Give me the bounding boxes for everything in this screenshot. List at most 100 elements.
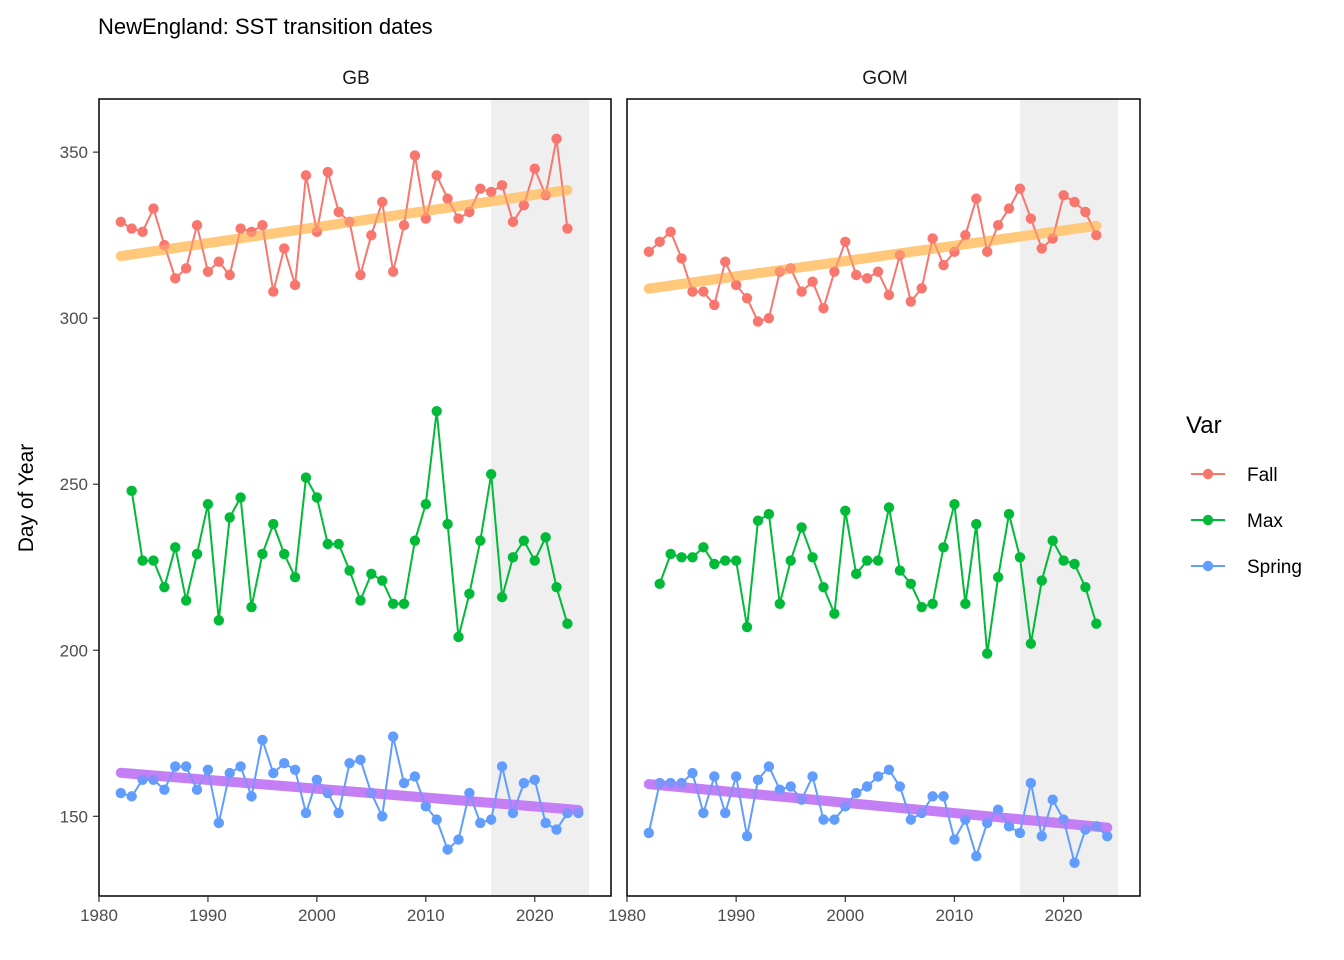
data-point-max-gom <box>938 542 949 553</box>
legend-entries: Fall Max Spring <box>1191 465 1302 578</box>
data-point-spring-gb <box>573 807 584 819</box>
data-point-fall-gb <box>485 186 497 198</box>
data-point-fall-gb <box>278 243 290 254</box>
data-point-fall-gom <box>840 236 851 247</box>
data-point-max-gb <box>224 512 235 523</box>
data-point-max-gb <box>126 485 137 497</box>
data-point-fall-gb <box>507 216 519 228</box>
data-point-spring-gom <box>796 794 807 805</box>
data-point-spring-gom <box>872 771 884 782</box>
data-point-spring-gb <box>529 774 540 785</box>
data-point-spring-gb <box>137 774 148 785</box>
data-point-fall-gb <box>300 170 312 181</box>
data-point-max-gb <box>453 631 464 643</box>
data-point-spring-gom <box>938 791 949 802</box>
data-point-fall-gom <box>927 233 938 244</box>
data-point-max-gom <box>1036 575 1047 586</box>
data-point-fall-gb <box>464 206 475 218</box>
data-point-fall-gom <box>709 299 720 311</box>
data-point-max-gb <box>170 542 181 553</box>
data-point-fall-gb <box>235 223 246 234</box>
data-point-spring-gb <box>431 814 442 825</box>
data-point-max-gom <box>872 555 884 566</box>
data-point-fall-gom <box>730 279 742 291</box>
data-point-spring-gom <box>1047 794 1058 805</box>
data-point-spring-gom <box>676 777 687 789</box>
data-point-spring-gb <box>355 754 366 766</box>
y-tick-label: 150 <box>60 807 88 826</box>
data-point-max-gb <box>235 492 246 503</box>
data-point-spring-gom <box>981 817 993 829</box>
series-line-fall-gom <box>648 186 1098 323</box>
data-point-spring-gom <box>698 807 709 819</box>
data-point-spring-gb <box>409 771 421 782</box>
data-point-max-gb <box>257 548 268 560</box>
y-tick-label: 350 <box>60 143 88 162</box>
data-point-max-gom <box>654 578 665 590</box>
panel-border-gom <box>626 98 1141 897</box>
trend-overlay-spring-gb <box>115 767 584 815</box>
data-point-fall-gom <box>1047 233 1058 244</box>
x-tick-label: 2020 <box>1045 906 1083 925</box>
data-point-spring-gom <box>949 834 960 845</box>
data-point-spring-gb <box>344 757 355 769</box>
data-point-fall-gom <box>763 312 775 324</box>
data-point-max-gom <box>763 508 775 520</box>
data-point-max-gb <box>268 518 279 530</box>
data-point-max-gom <box>730 555 742 566</box>
data-point-fall-gom <box>883 289 895 301</box>
plot-area-gb: 1980 1990 2000 2010 2020 150 200 250 300 350 <box>60 98 612 925</box>
data-point-spring-gb <box>289 764 301 776</box>
data-point-spring-gb <box>507 807 519 819</box>
y-tick-label: 300 <box>60 309 88 328</box>
data-point-fall-gom <box>1003 203 1015 214</box>
data-point-fall-gb <box>377 196 388 208</box>
data-point-spring-gb <box>126 791 137 802</box>
data-point-spring-gom <box>851 787 862 799</box>
data-point-fall-gom <box>807 276 818 287</box>
data-point-max-gb <box>180 595 192 606</box>
data-point-fall-gb <box>387 266 399 277</box>
data-point-spring-gom <box>1003 821 1015 832</box>
data-point-spring-gb <box>377 811 388 822</box>
data-point-fall-gb <box>562 223 573 234</box>
data-point-fall-gom <box>774 266 786 277</box>
data-point-max-gom <box>709 558 720 570</box>
data-point-max-gb <box>377 575 388 586</box>
data-point-max-gb <box>485 469 497 480</box>
data-point-spring-gb <box>366 787 377 799</box>
data-point-max-gom <box>981 648 993 659</box>
data-point-max-gb <box>387 598 399 609</box>
data-point-fall-gb <box>551 133 562 145</box>
data-point-spring-gom <box>654 777 665 789</box>
data-point-spring-gom <box>905 814 916 825</box>
data-point-max-gom <box>720 555 731 566</box>
data-point-spring-gom <box>894 781 906 792</box>
data-point-max-gb <box>333 538 344 550</box>
data-point-spring-gb <box>148 774 159 785</box>
data-point-fall-gom <box>938 259 949 271</box>
data-point-fall-gom <box>971 193 982 204</box>
data-point-fall-gb <box>333 206 344 218</box>
data-point-spring-gom <box>741 831 753 842</box>
data-point-fall-gb <box>115 216 126 228</box>
y-tick-label: 250 <box>60 475 88 494</box>
data-point-fall-gom <box>851 269 862 281</box>
data-point-fall-gom <box>643 246 655 257</box>
data-point-max-gb <box>529 555 540 566</box>
data-point-spring-gom <box>1102 831 1113 842</box>
data-point-spring-gb <box>442 844 453 855</box>
data-point-fall-gb <box>224 269 235 281</box>
data-point-max-gom <box>796 522 807 533</box>
data-point-max-gb <box>540 532 551 543</box>
data-point-spring-gom <box>1058 814 1069 825</box>
trend-line-spring-gom <box>643 779 1113 833</box>
x-tick-label: 2000 <box>298 906 336 925</box>
data-point-max-gom <box>1025 638 1037 649</box>
data-point-spring-gb <box>278 757 290 769</box>
data-point-max-gb <box>159 581 170 593</box>
data-point-fall-gom <box>872 266 884 277</box>
data-point-spring-gom <box>861 781 873 792</box>
data-point-max-gb <box>518 535 530 546</box>
data-point-fall-gb <box>529 163 540 174</box>
